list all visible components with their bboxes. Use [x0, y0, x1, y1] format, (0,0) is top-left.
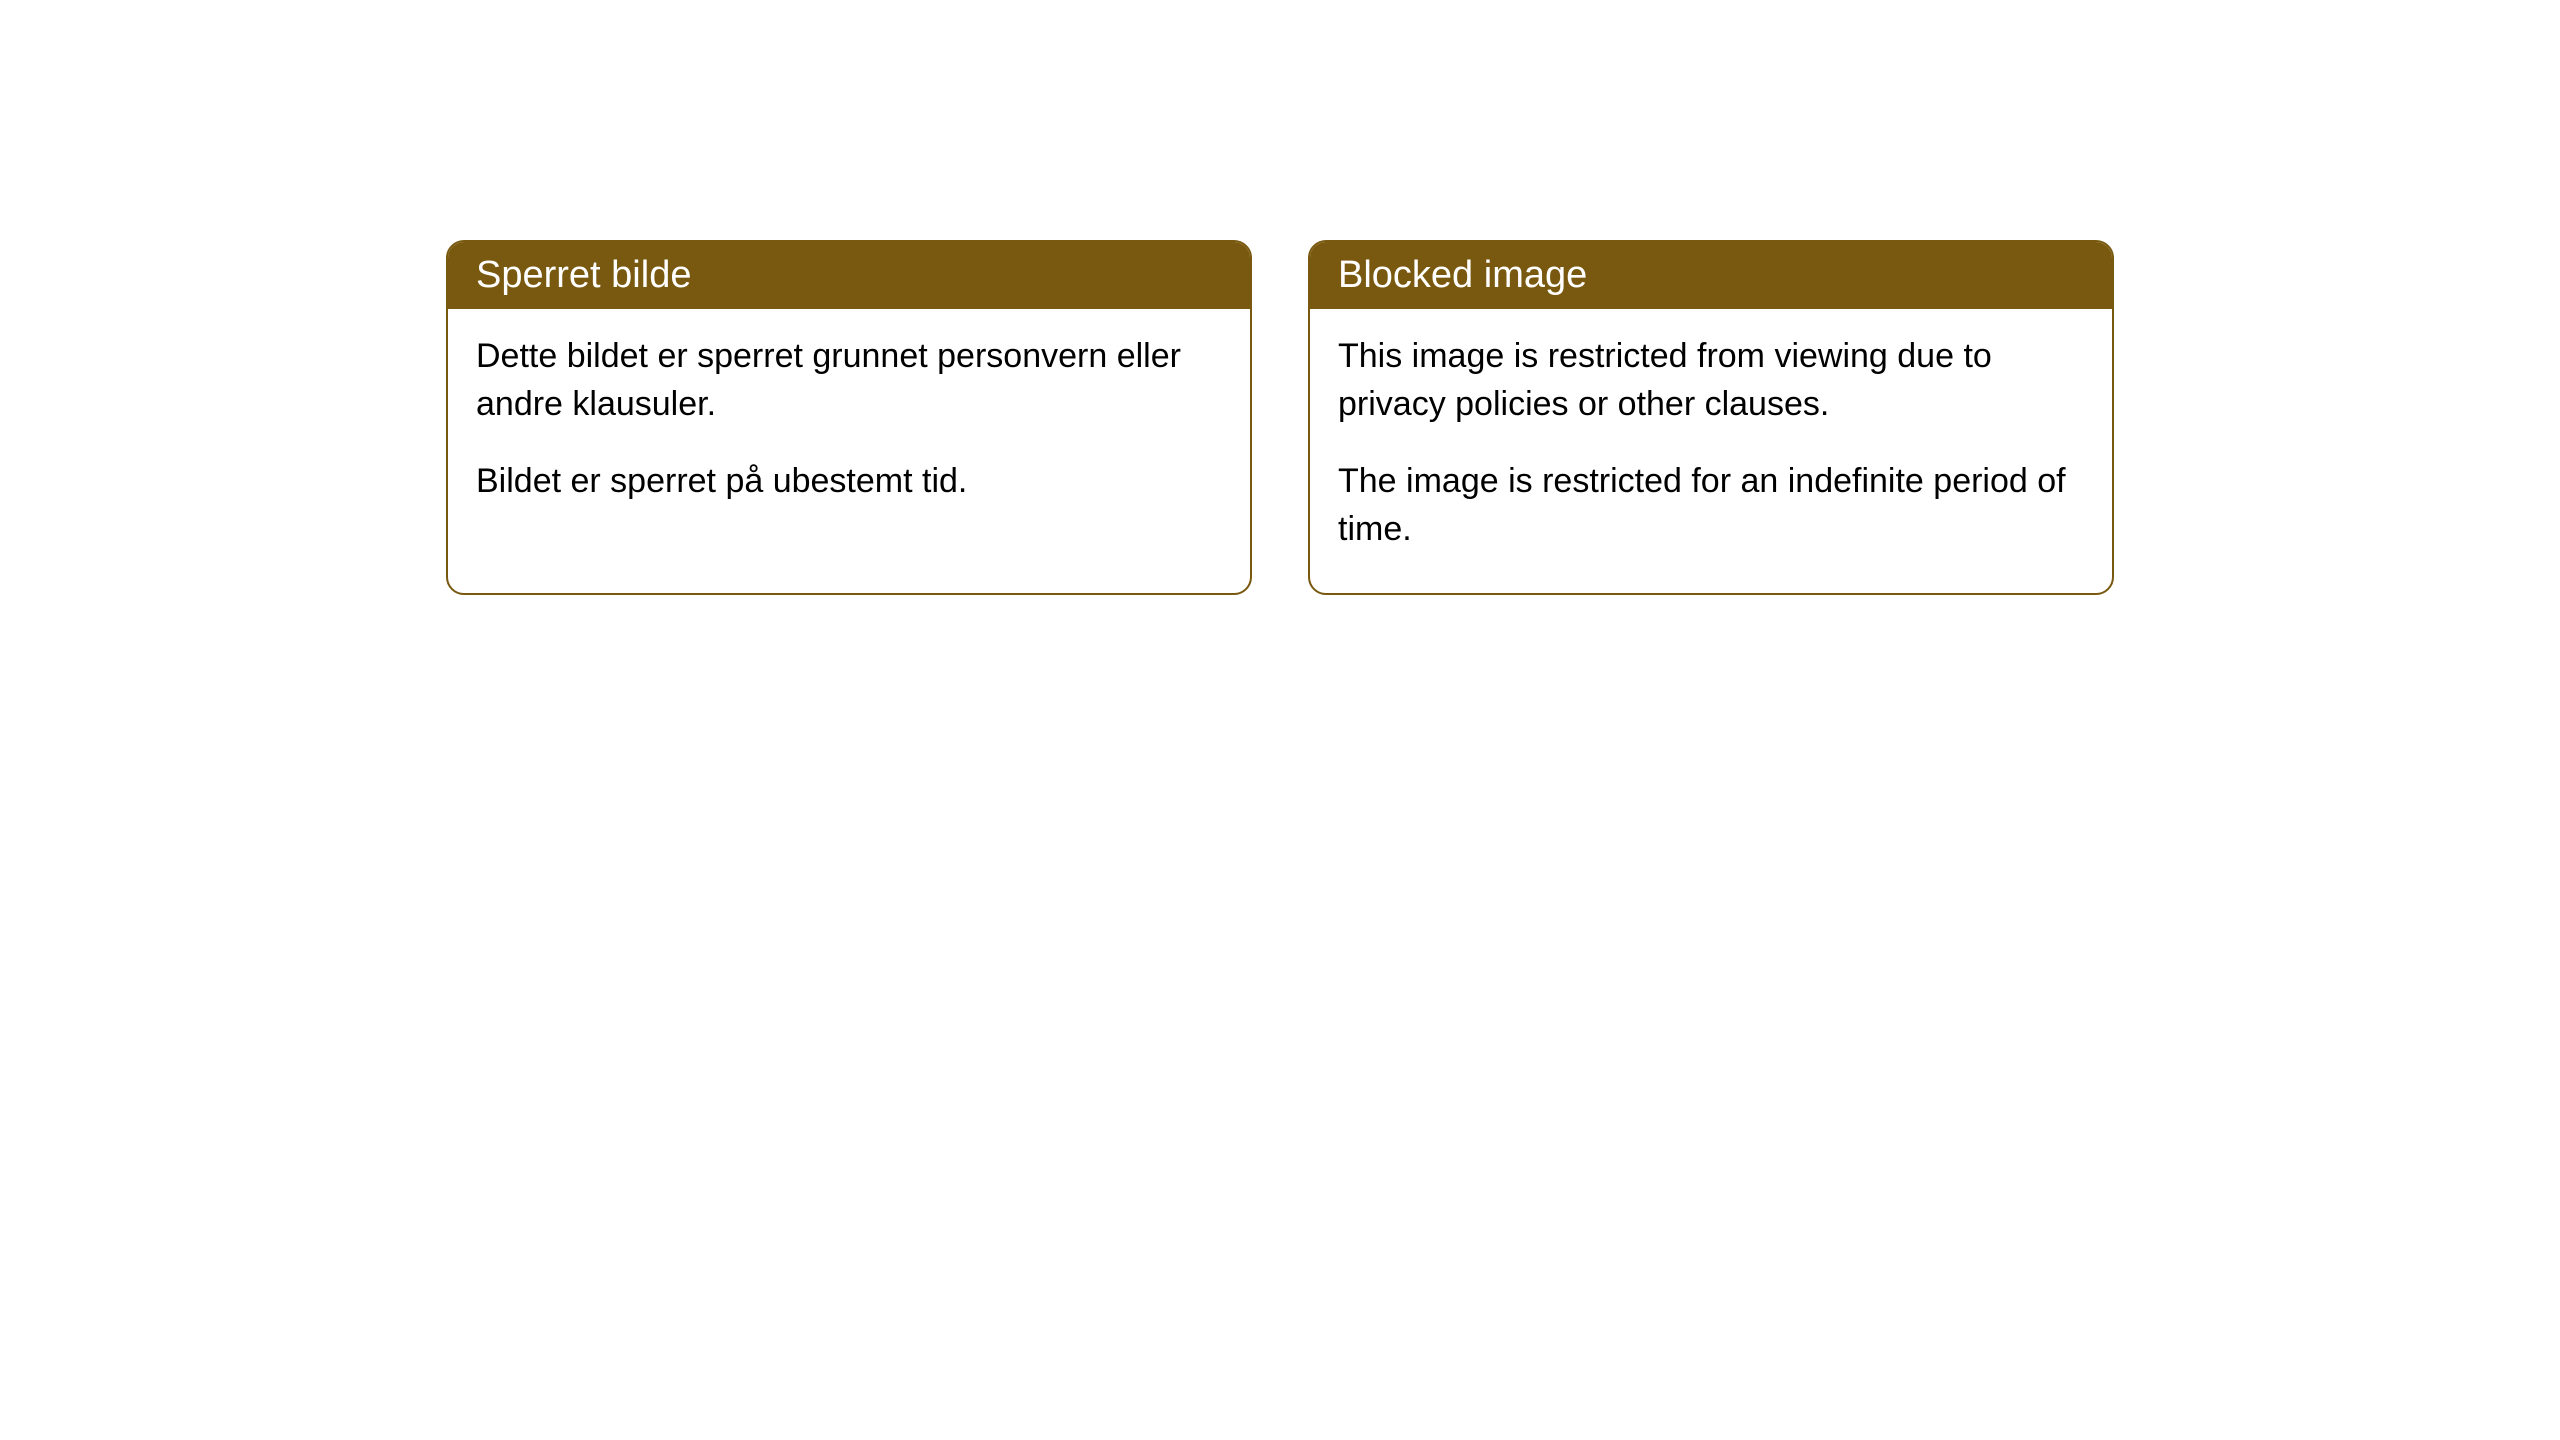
card-body-en: This image is restricted from viewing du…	[1310, 309, 2112, 593]
notice-cards-container: Sperret bilde Dette bildet er sperret gr…	[0, 0, 2560, 595]
card-paragraph-2-en: The image is restricted for an indefinit…	[1338, 458, 2084, 553]
card-header-en: Blocked image	[1310, 242, 2112, 309]
blocked-image-card-no: Sperret bilde Dette bildet er sperret gr…	[446, 240, 1252, 595]
card-paragraph-1-no: Dette bildet er sperret grunnet personve…	[476, 333, 1222, 428]
card-paragraph-1-en: This image is restricted from viewing du…	[1338, 333, 2084, 428]
card-paragraph-2-no: Bildet er sperret på ubestemt tid.	[476, 458, 1222, 506]
blocked-image-card-en: Blocked image This image is restricted f…	[1308, 240, 2114, 595]
card-body-no: Dette bildet er sperret grunnet personve…	[448, 309, 1250, 546]
card-header-no: Sperret bilde	[448, 242, 1250, 309]
